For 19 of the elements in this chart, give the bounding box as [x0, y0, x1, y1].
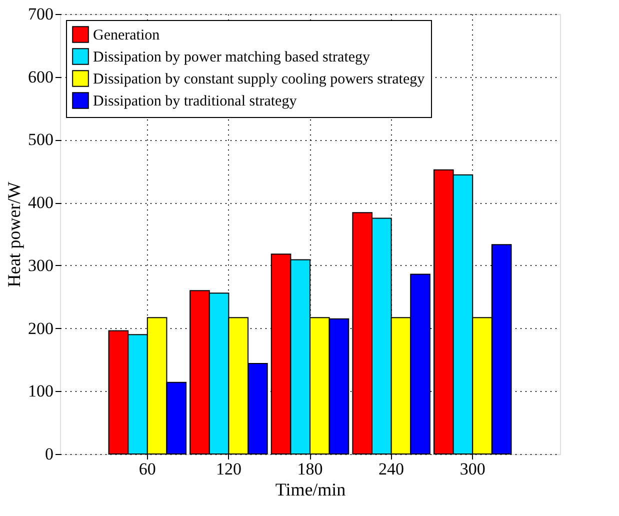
legend-label: Generation [93, 28, 160, 44]
legend-label: Dissipation by constant supply cooling powers strategy [93, 72, 426, 88]
x-tick-label: 240 [378, 460, 404, 478]
x-axis-title: Time/min [275, 480, 346, 500]
y-tick-label: 600 [28, 67, 54, 86]
y-tick-label: 500 [28, 130, 54, 150]
y-axis-title: Heat power/W [4, 182, 24, 288]
y-tick-label: 300 [28, 256, 54, 275]
x-tick-label: 300 [460, 460, 486, 478]
x-tick-label: 60 [138, 460, 156, 478]
x-tick-label: 120 [216, 460, 242, 478]
y-tick-label: 400 [28, 193, 54, 212]
y-tick-label: 200 [28, 318, 54, 338]
legend-label: Dissipation by traditional strategy [93, 94, 298, 110]
y-tick-label: 0 [45, 444, 54, 464]
x-tick-label: 180 [297, 460, 323, 478]
legend-label: Dissipation by power matching based strategy [93, 50, 371, 66]
y-tick-label: 100 [28, 382, 54, 401]
y-tick-label: 700 [28, 4, 54, 24]
